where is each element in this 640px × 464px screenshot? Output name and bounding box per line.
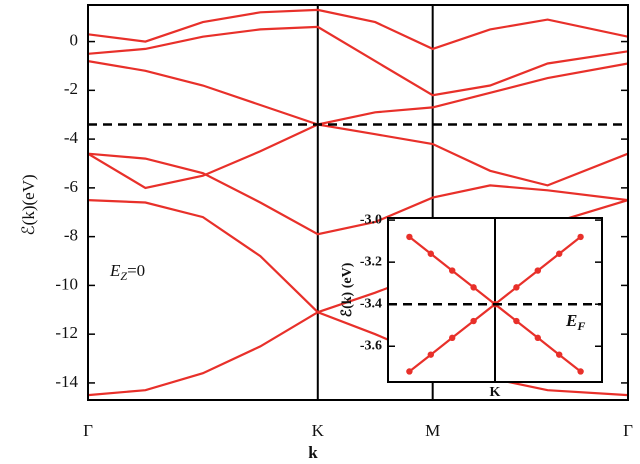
annotation-subscript: Z [120, 269, 127, 283]
band-point [556, 250, 563, 257]
band-point [406, 233, 413, 241]
band-line [88, 60, 628, 126]
x-tick-label: Γ [623, 421, 633, 440]
y-tick-label: -4 [64, 128, 79, 147]
band-line [88, 25, 628, 97]
plot-frame [87, 4, 629, 401]
band-point [513, 317, 520, 325]
y-axis-label: ℰ(k) (eV) [340, 262, 355, 317]
x-tick-label: Γ [83, 421, 93, 440]
annotation-symbol: E [109, 261, 121, 280]
y-tick-label: -3.4 [360, 296, 382, 311]
band-point [449, 267, 456, 274]
y-axis-label: ℰ(k)(eV) [19, 174, 38, 235]
inset: K -3.0 -3.2 -3.4 -3.6 ℰ(k) (eV) EF [340, 212, 603, 400]
annotation-text: =0 [127, 261, 145, 280]
band-line [88, 310, 628, 397]
annotation-subscript: F [576, 319, 585, 333]
band-point [513, 284, 520, 291]
band-point [577, 233, 584, 241]
x-tick-label: K [490, 385, 501, 400]
band-point [470, 317, 477, 325]
y-tick-label: -12 [55, 323, 78, 342]
series-group [88, 8, 628, 397]
band-line [88, 123, 628, 190]
x-tick-label: M [425, 421, 440, 440]
band-point [470, 284, 477, 291]
y-tick-label: -14 [55, 372, 78, 391]
x-axis-label: k [308, 443, 318, 462]
band-point [556, 351, 563, 358]
x-tick-label: K [312, 421, 325, 440]
annotation: EZ=0 [109, 261, 145, 283]
y-tick-label: -6 [64, 177, 78, 196]
y-tick-label: -10 [55, 274, 78, 293]
y-tick-label: -3.0 [360, 212, 382, 227]
y-tick-label: -2 [64, 79, 78, 98]
band-line [88, 8, 628, 51]
band-point [427, 250, 434, 257]
band-point [534, 334, 541, 342]
band-point [449, 334, 456, 342]
band-point [534, 267, 541, 274]
y-tick-label: -3.2 [360, 254, 382, 269]
y-tick-label: -3.6 [360, 338, 382, 353]
plot-frame [387, 217, 603, 383]
y-tick-label: -8 [64, 226, 78, 245]
band-point [427, 351, 434, 358]
y-tick-label: 0 [70, 30, 79, 49]
band-line [88, 152, 628, 236]
annotation-symbol: E [565, 311, 577, 330]
band-point [577, 368, 584, 375]
band-point [406, 368, 413, 375]
annotation: EF [565, 311, 585, 333]
